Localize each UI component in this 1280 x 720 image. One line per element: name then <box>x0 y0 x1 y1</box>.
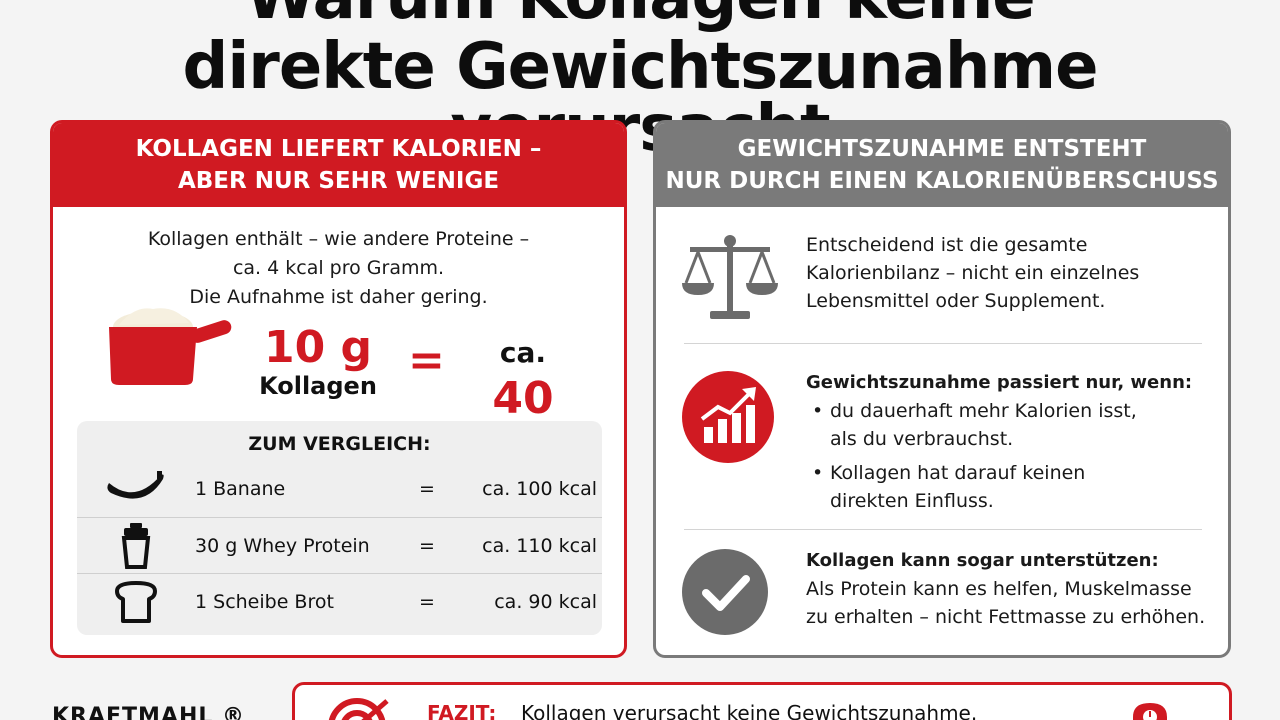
comparison-value: ca. 110 kcal <box>482 534 597 557</box>
weight-gain-header-line1: GEWICHTSZUNAHME ENTSTEHT <box>737 136 1147 162</box>
collagen-amount-label: Kollagen <box>259 372 377 400</box>
bullet-line: Kollagen hat darauf keinen <box>830 462 1086 484</box>
calories-card-header: KOLLAGEN LIEFERT KALORIEN – ABER NUR SEH… <box>53 123 624 207</box>
point-line: Kalorienbilanz – nicht ein einzelnes <box>806 262 1140 284</box>
comparison-row: 30 g Whey Protein = ca. 110 kcal <box>77 517 602 573</box>
support-text: Kollagen kann sogar unterstützen: Als Pr… <box>806 547 1216 631</box>
intro-line: Kollagen enthält – wie andere Proteine – <box>147 228 530 250</box>
comparison-name: 30 g Whey Protein <box>195 534 370 557</box>
check-icon <box>682 549 768 635</box>
comparison-title: ZUM VERGLEICH: <box>248 433 431 455</box>
divider <box>684 529 1202 530</box>
bullet-line: als du verbrauchst. <box>830 428 1014 450</box>
collagen-intro: Kollagen enthält – wie andere Proteine –… <box>53 225 624 312</box>
calories-card: KOLLAGEN LIEFERT KALORIEN – ABER NUR SEH… <box>50 120 627 658</box>
weight-gain-condition-text: Gewichtszunahme passiert nur, wenn: • du… <box>806 369 1216 515</box>
banana-icon <box>107 471 164 499</box>
conclusion-label: FAZIT: <box>427 701 497 720</box>
comparison-eq: = <box>419 590 435 613</box>
weight-gain-header-line2: NUR DURCH EINEN KALORIENÜBERSCHUSS <box>665 168 1219 194</box>
growth-chart-icon <box>682 371 774 463</box>
comparison-eq: = <box>419 534 435 557</box>
condition-bullet: • du dauerhaft mehr Kalorien isst, als d… <box>806 397 1216 453</box>
kcal-prefix: ca. <box>499 336 547 369</box>
conclusion-text: Kollagen verursacht keine Gewichtszunahm… <box>521 701 978 720</box>
bread-icon <box>115 580 157 623</box>
intro-line: ca. 4 kcal pro Gramm. <box>232 257 445 279</box>
divider <box>684 343 1202 344</box>
condition-heading: Gewichtszunahme passiert nur, wenn: <box>806 372 1193 393</box>
comparison-box: ZUM VERGLEICH: 1 Banane = ca. 100 kcal 3 <box>77 421 602 635</box>
kcal-value: 40 <box>492 373 554 424</box>
comparison-row: 1 Banane = ca. 100 kcal <box>77 461 602 517</box>
point-line: Entscheidend ist die gesamte <box>806 234 1088 256</box>
calories-header-line1: KOLLAGEN LIEFERT KALORIEN – <box>135 136 542 162</box>
calories-header-line2: ABER NUR SEHR WENIGE <box>177 168 500 194</box>
point-line: Lebensmittel oder Supplement. <box>806 290 1106 312</box>
support-line: Als Protein kann es helfen, Muskelmasse <box>806 578 1192 600</box>
comparison-eq: = <box>419 478 435 500</box>
weight-gain-card-header: GEWICHTSZUNAHME ENTSTEHT NUR DURCH EINEN… <box>656 123 1228 207</box>
page-title-line1: Warum Kollagen keine <box>0 0 1280 29</box>
intro-line: Die Aufnahme ist daher gering. <box>189 286 488 308</box>
comparison-name: 1 Banane <box>195 478 286 500</box>
weight-gain-card: GEWICHTSZUNAHME ENTSTEHT NUR DURCH EINEN… <box>653 120 1231 658</box>
bullet-line: direkten Einfluss. <box>830 490 994 512</box>
collagen-amount: 10 g Kollagen <box>258 325 378 401</box>
support-heading: Kollagen kann sogar unterstützen: <box>806 550 1159 571</box>
conclusion-box: FAZIT: Kollagen verursacht keine Gewicht… <box>292 682 1232 720</box>
weight-scale-icon <box>1133 703 1167 720</box>
bullet-line: du dauerhaft mehr Kalorien isst, <box>830 400 1137 422</box>
collagen-amount-value: 10 g <box>263 322 373 373</box>
comparison-row: 1 Scheibe Brot = ca. 90 kcal <box>77 573 602 629</box>
target-icon <box>328 698 389 720</box>
calorie-balance-text: Entscheidend ist die gesamte Kalorienbil… <box>806 231 1216 315</box>
scoop-icon <box>109 308 232 385</box>
brand-logo: KRAFTMAHL ® <box>52 704 246 720</box>
equals-sign: = <box>408 335 445 386</box>
comparison-value: ca. 100 kcal <box>482 478 597 500</box>
scale-icon <box>682 235 778 319</box>
support-line: zu erhalten – nicht Fettmasse zu erhöhen… <box>806 606 1206 628</box>
shaker-icon <box>121 522 151 569</box>
comparison-value: ca. 90 kcal <box>494 590 597 613</box>
condition-bullet: • Kollagen hat darauf keinen direkten Ei… <box>806 459 1216 515</box>
comparison-name: 1 Scheibe Brot <box>195 590 334 613</box>
